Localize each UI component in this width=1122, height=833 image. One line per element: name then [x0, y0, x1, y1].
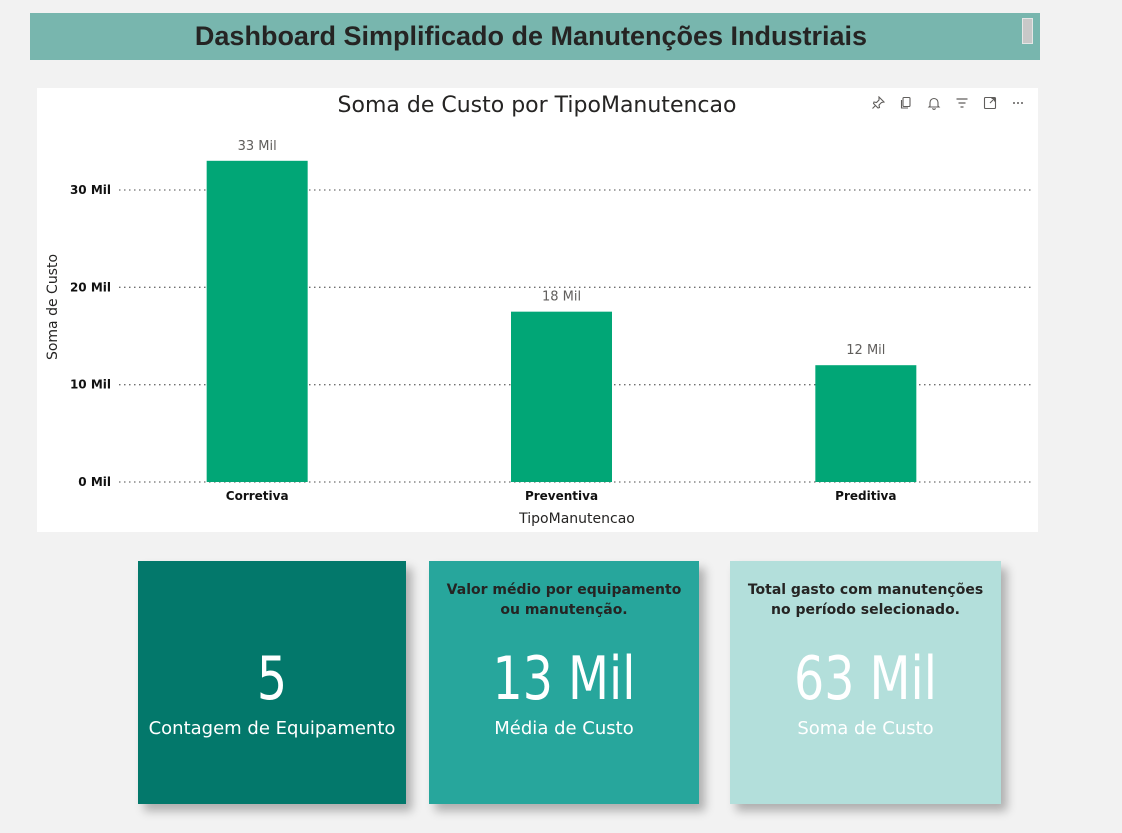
- kpi-value: 13 Mil: [492, 644, 636, 714]
- filter-icon[interactable]: [948, 94, 976, 112]
- copy-icon[interactable]: [892, 94, 920, 112]
- kpi-label: Média de Custo: [494, 718, 634, 739]
- kpi-value: 5: [256, 644, 288, 714]
- kpi-label: Soma de Custo: [797, 718, 934, 739]
- page-title: Dashboard Simplificado de Manutenções In…: [194, 21, 868, 51]
- kpi-card-average-cost[interactable]: Valor médio por equipamento ou manutençã…: [429, 561, 699, 804]
- more-options-icon[interactable]: [1004, 94, 1032, 112]
- bar: [511, 311, 612, 482]
- bell-icon[interactable]: [920, 94, 948, 112]
- kpi-description: Total gasto com manutenções no período s…: [747, 582, 984, 618]
- kpi-description: Valor médio por equipamento ou manutençã…: [446, 582, 682, 618]
- y-tick-label: 0 Mil: [78, 475, 111, 489]
- y-tick-label: 30 Mil: [70, 183, 111, 197]
- bar-chart: Soma de Custo por TipoManutencao 0 Mil 10 …: [45, 93, 1032, 527]
- expand-icon[interactable]: [976, 94, 1004, 112]
- bar: [815, 365, 917, 482]
- kpi-card-total-cost[interactable]: Total gasto com manutenções no período s…: [730, 561, 1001, 804]
- x-tick-label: Preventiva: [525, 489, 598, 503]
- pin-icon[interactable]: [864, 94, 892, 112]
- data-label: 18 Mil: [542, 290, 581, 305]
- x-axis-title: TipoManutencao: [518, 511, 635, 527]
- y-axis-title: Soma de Custo: [45, 254, 61, 360]
- kpi-card-equipment-count[interactable]: 5 Contagem de Equipamento: [138, 561, 406, 804]
- chart-title: Soma de Custo por TipoManutencao: [338, 93, 737, 118]
- data-label: 33 Mil: [238, 139, 277, 154]
- x-tick-label: Corretiva: [226, 489, 289, 503]
- y-tick-label: 20 Mil: [70, 280, 111, 294]
- bar-chart-visual[interactable]: Soma de Custo por TipoManutencao 0 Mil 10 …: [37, 88, 1038, 532]
- data-label: 12 Mil: [846, 343, 885, 358]
- x-tick-label: Preditiva: [835, 489, 896, 503]
- kpi-value: 63 Mil: [794, 644, 937, 714]
- title-bar: Dashboard Simplificado de Manutenções In…: [30, 13, 1040, 60]
- title-scrollbar[interactable]: [1022, 18, 1033, 44]
- y-tick-label: 10 Mil: [70, 378, 111, 392]
- bar: [206, 160, 308, 483]
- kpi-label: Contagem de Equipamento: [148, 718, 396, 739]
- visual-toolbar: [864, 94, 1032, 112]
